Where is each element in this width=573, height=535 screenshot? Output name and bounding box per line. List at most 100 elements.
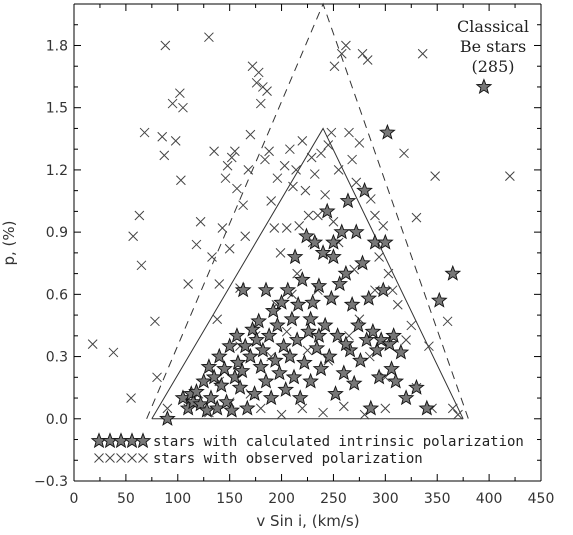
x-tick-label: 250 (320, 491, 347, 507)
x-tick-label: 150 (216, 491, 243, 507)
data-point-cross (442, 316, 453, 327)
data-point-cross (226, 152, 237, 163)
data-point-cross (344, 127, 354, 138)
data-point-cross (255, 98, 266, 109)
data-point-star (298, 227, 315, 244)
data-point-cross (370, 210, 380, 221)
data-point-cross (292, 268, 302, 279)
data-point-star (356, 181, 373, 198)
data-point-star (310, 277, 328, 294)
data-point-cross (333, 165, 344, 175)
data-point-star (271, 364, 288, 381)
data-point-cross (291, 165, 301, 175)
data-point-star (291, 389, 309, 406)
data-point-star (231, 378, 249, 395)
data-point-cross (357, 48, 368, 59)
x-tick-label: 450 (528, 491, 555, 507)
data-point-star (210, 347, 228, 364)
data-point-star (234, 281, 252, 298)
data-point-cross (285, 144, 295, 155)
data-point-cross (313, 210, 323, 221)
data-point-star (302, 310, 319, 327)
y-tick-label: 0.9 (46, 225, 68, 241)
data-point-star (343, 295, 361, 312)
data-point-cross (406, 320, 417, 331)
data-point-star (312, 360, 330, 377)
data-point-star (269, 316, 286, 333)
data-point-cross (505, 171, 515, 181)
data-point-cross (212, 314, 223, 325)
data-point-star (213, 376, 230, 393)
data-point-star (335, 364, 353, 381)
data-point-star (379, 123, 396, 140)
data-point-cross (269, 223, 280, 233)
legend: stars with calculated intrinsic polariza… (90, 432, 524, 467)
envelope-dashed (146, 2, 469, 419)
data-point-star (238, 399, 256, 416)
data-point-star (310, 327, 328, 343)
data-point-cross (276, 409, 287, 420)
data-point-cross (264, 146, 274, 157)
data-point-star (260, 327, 278, 343)
data-point-cross (281, 223, 292, 233)
data-point-cross (272, 173, 283, 184)
data-point-cross (150, 316, 160, 327)
data-point-cross (401, 335, 411, 345)
annotation-line-1: Classical (457, 17, 529, 36)
data-point-cross (262, 86, 272, 96)
data-point-star (360, 289, 378, 306)
legend-cross-icon (116, 453, 126, 463)
data-point-cross (347, 154, 357, 165)
data-point-cross (260, 154, 270, 165)
data-point-cross (338, 401, 349, 412)
data-point-star (216, 360, 233, 377)
data-point-star (244, 320, 261, 337)
data-point-cross (294, 221, 305, 231)
data-point-star (418, 399, 436, 416)
data-point-cross (300, 185, 311, 196)
data-point-cross (411, 212, 422, 223)
data-point-star (325, 248, 342, 265)
legend-cross-icon (127, 453, 137, 463)
data-point-star (306, 233, 324, 250)
data-point-cross (447, 403, 458, 414)
data-point-cross (328, 216, 339, 227)
data-point-star (275, 337, 292, 354)
data-point-star (362, 399, 380, 416)
data-point-cross (136, 260, 147, 271)
y-tick-label: 0.3 (46, 350, 68, 366)
data-point-cross (387, 285, 398, 296)
data-point-cross (303, 210, 314, 221)
data-point-star (352, 351, 369, 368)
data-point-cross (176, 175, 186, 186)
data-point-star (385, 327, 402, 343)
data-point-star (223, 401, 241, 418)
data-point-cross (108, 347, 119, 358)
data-point-star (195, 372, 213, 389)
data-point-star (377, 233, 394, 250)
data-point-cross (417, 48, 428, 59)
data-point-star (281, 347, 299, 364)
envelopes (146, 2, 469, 420)
data-point-star (430, 291, 448, 308)
data-point-star (228, 327, 246, 343)
data-point-cross (191, 239, 202, 250)
data-point-star (254, 341, 272, 358)
data-point-cross (341, 40, 351, 51)
data-point-star (185, 393, 202, 410)
y-tick-label: 0.6 (46, 287, 68, 303)
data-point-star (350, 316, 367, 333)
data-point-star (370, 368, 388, 385)
legend-cross-icon (138, 453, 148, 463)
legend-label-calculated: stars with calculated intrinsic polariza… (153, 434, 524, 450)
data-point-cross (253, 67, 264, 78)
data-point-star (345, 374, 363, 391)
data-point-star (192, 395, 209, 412)
data-point-star (279, 281, 297, 298)
data-point-star (285, 368, 303, 385)
x-tick-label: 50 (117, 491, 135, 507)
data-point-star (333, 223, 351, 240)
data-point-cross (399, 148, 409, 159)
data-point-star (257, 372, 275, 389)
data-point-cross (160, 40, 171, 51)
